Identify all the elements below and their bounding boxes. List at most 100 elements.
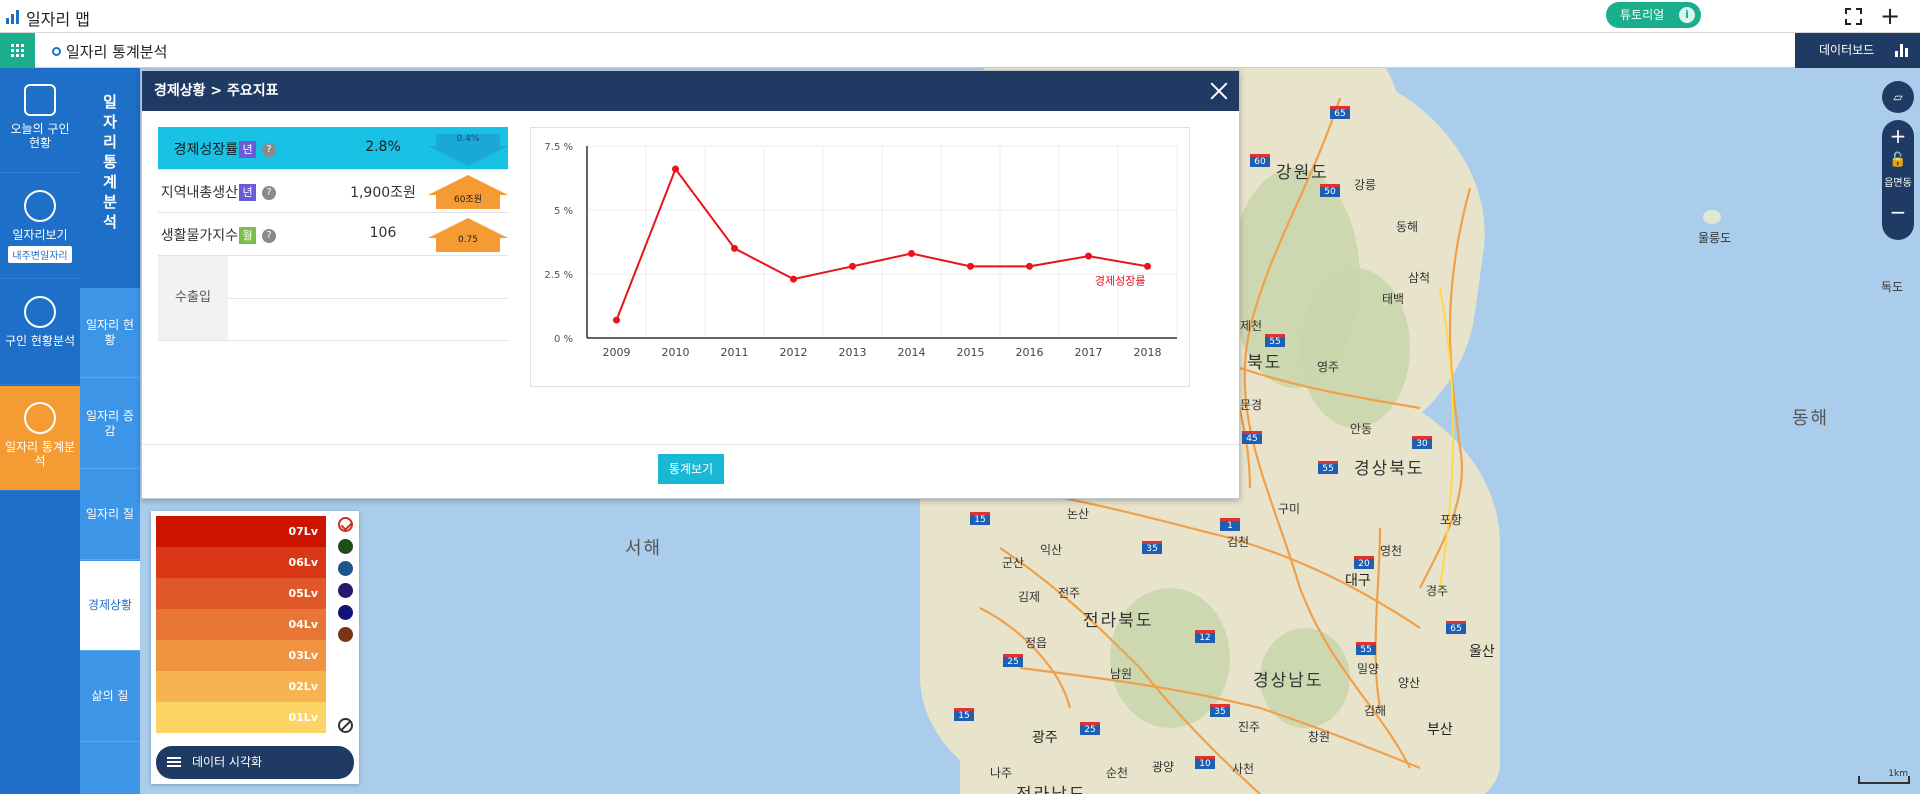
user-search-icon (24, 296, 56, 328)
nav-job-analysis[interactable]: 구인 현황분석 (0, 280, 80, 385)
close-icon[interactable] (1209, 81, 1229, 101)
zoom-out-button[interactable]: − (1889, 200, 1907, 224)
help-icon[interactable]: ? (262, 229, 276, 243)
x-tick-label: 2010 (662, 346, 690, 359)
map-label-gwangyang: 광양 (1152, 760, 1175, 774)
dialog-header: 경제상황 > 주요지표 (142, 71, 1239, 111)
highway-shield: 55 (1356, 642, 1376, 655)
region-level-label: 읍면동 (1884, 178, 1912, 189)
fullscreen-icon[interactable] (1845, 8, 1862, 25)
dashboard-button[interactable]: 데이터보드 (1795, 33, 1920, 68)
tutorial-button[interactable]: 튜토리얼 i (1606, 2, 1701, 28)
indicator-name: 경제성장률 (173, 142, 238, 158)
nav-job-view[interactable]: 일자리보기 내주변일자리 (0, 174, 80, 279)
x-tick-label: 2012 (780, 346, 808, 359)
data-point (849, 262, 856, 270)
help-icon[interactable]: ? (262, 186, 276, 200)
indicator-change: 0.4% (456, 134, 480, 144)
map-label-changwon: 창원 (1308, 730, 1331, 744)
subnav-item-economy[interactable]: 경제상황 (80, 561, 140, 651)
layer-toggle-button[interactable]: ▱ (1882, 81, 1914, 113)
indicator-row[interactable]: 경제성장률 년? 2.8% 0.4% (158, 127, 508, 170)
nav-job-statistics[interactable]: 일자리 통계분석 (0, 386, 80, 491)
legend-level: 04Lv (156, 609, 326, 640)
map-label-samcheok: 삼척 (1408, 271, 1431, 285)
map-label-dokdo: 독도 (1881, 280, 1904, 294)
x-tick-label: 2009 (603, 346, 631, 359)
data-point (908, 250, 915, 258)
indicator-row[interactable]: 지역내총생산 년? 1,900조원 60조원 (158, 170, 508, 213)
data-visualization-button[interactable]: 데이터 시각화 (156, 746, 354, 779)
map-label-ulsan: 울산 (1469, 644, 1495, 660)
y-tick-label: 5 % (554, 206, 573, 217)
highway-shield: 25 (1080, 722, 1100, 735)
color-swatch[interactable] (338, 583, 353, 598)
zoom-control: + 🔓 읍면동 − (1882, 120, 1914, 240)
map-label-gimcheon: 김천 (1227, 535, 1250, 549)
map-label-suncheon: 순천 (1106, 766, 1129, 780)
subnav-item-job-change[interactable]: 일자리 증감 (80, 379, 140, 469)
map-label-gunsan: 군산 (1002, 556, 1025, 570)
subnav-header: 일자리통계분석 (80, 68, 140, 288)
x-tick-label: 2011 (721, 346, 749, 359)
map-label-yangsan: 양산 (1398, 676, 1421, 690)
clipboard-user-icon (24, 84, 56, 116)
highway-shield: 20 (1354, 556, 1374, 569)
legend-level: 05Lv (156, 578, 326, 609)
bar-chart-icon (1895, 44, 1908, 57)
legend-level: 07Lv (156, 516, 326, 547)
x-tick-label: 2014 (898, 346, 926, 359)
period-badge: 월 (239, 227, 256, 244)
series-label: 경제성장률 (1095, 274, 1146, 287)
nearby-jobs-tag[interactable]: 내주변일자리 (8, 246, 72, 263)
highway-shield: 30 (1412, 436, 1432, 449)
color-swatch-selected[interactable] (338, 517, 353, 532)
nav-today-jobs[interactable]: 오늘의 구인 현황 (0, 68, 80, 173)
legend-level: 03Lv (156, 640, 326, 671)
indicator-row[interactable]: 생활물가지수 월? 106 0.75 (158, 213, 508, 256)
color-swatch[interactable] (338, 539, 353, 554)
unlock-icon[interactable]: 🔓 (1889, 152, 1907, 168)
map-scale: 1km (1858, 770, 1910, 784)
map-label-busan: 부산 (1427, 722, 1453, 738)
subnav-item-life-quality[interactable]: 삶의 질 (80, 652, 140, 742)
highway-shield: 65 (1330, 106, 1350, 119)
add-icon[interactable]: + (1880, 2, 1901, 30)
menu-grid-button[interactable] (0, 33, 35, 68)
subnav-item-job-quality[interactable]: 일자리 질 (80, 470, 140, 560)
map-label-seohae: 서해 (625, 538, 663, 559)
map-label-miryang: 밀양 (1357, 662, 1380, 676)
bullet-icon (52, 47, 61, 56)
map-label-gimje: 김제 (1018, 590, 1041, 604)
highway-shield: 15 (970, 512, 990, 525)
line-chart: 0 % 2.5 % 5 % 7.5 % 2009 2010 2011 2012 2013 2014… (544, 142, 1178, 359)
map-label-gyeongbuk: 경상북도 (1354, 459, 1425, 479)
data-point (1144, 262, 1151, 270)
map-label-taebaek: 태백 (1382, 292, 1405, 306)
color-swatch[interactable] (338, 605, 353, 620)
help-icon[interactable]: ? (262, 143, 276, 157)
no-color-icon[interactable] (338, 718, 353, 733)
highway-shield: 65 (1446, 621, 1466, 634)
trade-label: 수출입 (158, 256, 228, 340)
subnav-item-job-status[interactable]: 일자리 현황 (80, 288, 140, 378)
color-swatch[interactable] (338, 627, 353, 642)
x-tick-label: 2018 (1134, 346, 1162, 359)
statistics-subnav: 일자리통계분석 일자리 현황 일자리 증감 일자리 질 경제상황 삶의 질 (80, 68, 140, 794)
level-legend: 07Lv 06Lv 05Lv 04Lv 03Lv 02Lv 01Lv 데이터 시각화 (151, 511, 359, 784)
highway-shield: 35 (1142, 541, 1162, 554)
map-label-bukdo: 북도 (1247, 353, 1283, 373)
view-statistics-button[interactable]: 통계보기 (658, 454, 724, 484)
period-badge: 년 (239, 141, 256, 158)
info-icon: i (1679, 7, 1695, 23)
map-label-jinju: 진주 (1238, 720, 1261, 734)
color-swatch[interactable] (338, 561, 353, 576)
main-sidebar: 오늘의 구인 현황 일자리보기 내주변일자리 구인 현황분석 일자리 통계분석 (0, 68, 80, 794)
map-label-nonsan: 논산 (1067, 507, 1090, 521)
x-tick-label: 2016 (1016, 346, 1044, 359)
zoom-in-button[interactable]: + (1889, 124, 1907, 148)
indicator-row-trade[interactable]: 수출입 (158, 256, 508, 341)
highway-shield: 1 (1220, 518, 1240, 531)
list-icon (167, 757, 181, 768)
increase-arrow-icon: 0.75 (428, 218, 508, 252)
